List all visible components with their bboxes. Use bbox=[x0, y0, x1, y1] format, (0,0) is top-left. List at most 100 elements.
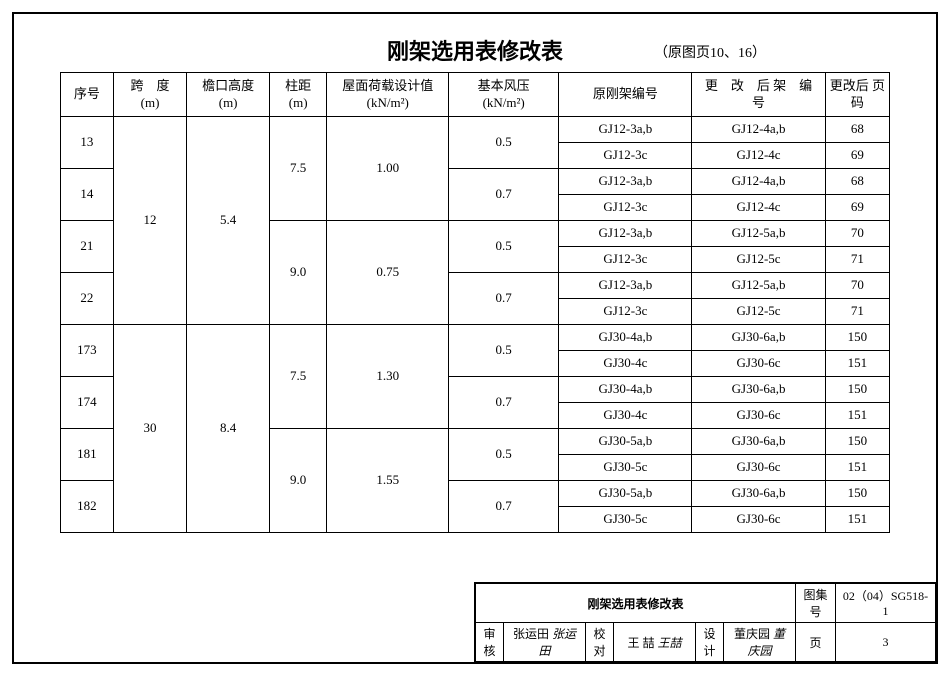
cell-orig: GJ30-5c bbox=[559, 507, 692, 533]
cell-new: GJ12-5c bbox=[692, 247, 825, 273]
col-page: 更改后 页 码 bbox=[825, 73, 889, 117]
cell-wind: 0.7 bbox=[449, 377, 559, 429]
page-value: 3 bbox=[836, 623, 936, 662]
cell-orig: GJ30-5c bbox=[559, 455, 692, 481]
check-name: 王 喆 王喆 bbox=[614, 623, 696, 662]
cell-wind: 0.5 bbox=[449, 117, 559, 169]
cell-new: GJ12-5a,b bbox=[692, 221, 825, 247]
cell-span: 30 bbox=[113, 325, 186, 533]
cell-wind: 0.7 bbox=[449, 273, 559, 325]
cell-seq: 174 bbox=[61, 377, 114, 429]
cell-page: 151 bbox=[825, 351, 889, 377]
cell-new: GJ30-6a,b bbox=[692, 377, 825, 403]
title-block: 刚架选用表修改表 图集号 02（04）SG518-1 审核 张运田 张运田 校对… bbox=[474, 582, 936, 662]
cell-page: 69 bbox=[825, 143, 889, 169]
cell-load: 1.00 bbox=[327, 117, 449, 221]
cell-wind: 0.5 bbox=[449, 221, 559, 273]
cell-eave: 5.4 bbox=[187, 117, 270, 325]
cell-eave: 8.4 bbox=[187, 325, 270, 533]
cell-page: 70 bbox=[825, 273, 889, 299]
design-label: 设计 bbox=[696, 623, 724, 662]
cell-page: 69 bbox=[825, 195, 889, 221]
col-span: 跨 度(m) bbox=[113, 73, 186, 117]
cell-page: 70 bbox=[825, 221, 889, 247]
revision-table: 序号 跨 度(m) 檐口高度(m) 柱距(m) 屋面荷载设计值(kN/m²) 基… bbox=[60, 72, 890, 533]
cell-page: 150 bbox=[825, 481, 889, 507]
cell-orig: GJ30-4a,b bbox=[559, 325, 692, 351]
col-wind: 基本风压(kN/m²) bbox=[449, 73, 559, 117]
cell-wind: 0.7 bbox=[449, 169, 559, 221]
cell-page: 150 bbox=[825, 325, 889, 351]
cell-seq: 22 bbox=[61, 273, 114, 325]
check-label: 校对 bbox=[586, 623, 614, 662]
cell-orig: GJ30-4c bbox=[559, 351, 692, 377]
cell-new: GJ12-5c bbox=[692, 299, 825, 325]
col-coldist: 柱距(m) bbox=[269, 73, 326, 117]
review-label: 审核 bbox=[476, 623, 504, 662]
cell-orig: GJ12-3a,b bbox=[559, 273, 692, 299]
cell-orig: GJ12-3a,b bbox=[559, 117, 692, 143]
cell-wind: 0.5 bbox=[449, 325, 559, 377]
cell-coldist: 9.0 bbox=[269, 221, 326, 325]
page-subtitle: （原图页10、16） bbox=[654, 42, 766, 62]
cell-new: GJ12-4c bbox=[692, 195, 825, 221]
cell-span: 12 bbox=[113, 117, 186, 325]
cell-load: 0.75 bbox=[327, 221, 449, 325]
table-header-row: 序号 跨 度(m) 檐口高度(m) 柱距(m) 屋面荷载设计值(kN/m²) 基… bbox=[61, 73, 890, 117]
cell-orig: GJ12-3a,b bbox=[559, 169, 692, 195]
cell-seq: 173 bbox=[61, 325, 114, 377]
page-title: 刚架选用表修改表 bbox=[387, 34, 563, 66]
cell-page: 68 bbox=[825, 117, 889, 143]
design-name: 董庆园 董庆园 bbox=[724, 623, 796, 662]
col-seq: 序号 bbox=[61, 73, 114, 117]
cell-new: GJ30-6a,b bbox=[692, 429, 825, 455]
title-row: 刚架选用表修改表 （原图页10、16） bbox=[44, 34, 906, 66]
cell-new: GJ30-6c bbox=[692, 351, 825, 377]
cell-load: 1.30 bbox=[327, 325, 449, 429]
cell-orig: GJ12-3c bbox=[559, 143, 692, 169]
cell-page: 150 bbox=[825, 429, 889, 455]
cell-page: 151 bbox=[825, 403, 889, 429]
cell-coldist: 7.5 bbox=[269, 117, 326, 221]
cell-orig: GJ30-4a,b bbox=[559, 377, 692, 403]
footer-title: 刚架选用表修改表 bbox=[476, 584, 796, 623]
cell-new: GJ30-6c bbox=[692, 403, 825, 429]
drawing-frame: 刚架选用表修改表 （原图页10、16） 序号 跨 度(m) 檐口高度(m) 柱距… bbox=[12, 12, 938, 664]
cell-page: 68 bbox=[825, 169, 889, 195]
cell-orig: GJ12-3c bbox=[559, 195, 692, 221]
cell-orig: GJ30-4c bbox=[559, 403, 692, 429]
table-row: 173 30 8.4 7.5 1.30 0.5 GJ30-4a,b GJ30-6… bbox=[61, 325, 890, 351]
cell-new: GJ12-4a,b bbox=[692, 117, 825, 143]
page-label: 页 bbox=[796, 623, 836, 662]
cell-page: 150 bbox=[825, 377, 889, 403]
cell-load: 1.55 bbox=[327, 429, 449, 533]
cell-new: GJ30-6c bbox=[692, 507, 825, 533]
cell-new: GJ30-6c bbox=[692, 455, 825, 481]
cell-orig: GJ12-3a,b bbox=[559, 221, 692, 247]
col-eave: 檐口高度(m) bbox=[187, 73, 270, 117]
cell-seq: 181 bbox=[61, 429, 114, 481]
cell-coldist: 9.0 bbox=[269, 429, 326, 533]
cell-wind: 0.7 bbox=[449, 481, 559, 533]
drawingset-value: 02（04）SG518-1 bbox=[836, 584, 936, 623]
cell-new: GJ12-4a,b bbox=[692, 169, 825, 195]
cell-coldist: 7.5 bbox=[269, 325, 326, 429]
cell-orig: GJ30-5a,b bbox=[559, 481, 692, 507]
drawingset-label: 图集号 bbox=[796, 584, 836, 623]
cell-new: GJ12-5a,b bbox=[692, 273, 825, 299]
cell-page: 151 bbox=[825, 455, 889, 481]
cell-seq: 182 bbox=[61, 481, 114, 533]
col-orig: 原刚架编号 bbox=[559, 73, 692, 117]
cell-seq: 21 bbox=[61, 221, 114, 273]
cell-new: GJ30-6a,b bbox=[692, 481, 825, 507]
cell-orig: GJ12-3c bbox=[559, 247, 692, 273]
col-load: 屋面荷载设计值(kN/m²) bbox=[327, 73, 449, 117]
review-name: 张运田 张运田 bbox=[504, 623, 586, 662]
cell-wind: 0.5 bbox=[449, 429, 559, 481]
cell-seq: 14 bbox=[61, 169, 114, 221]
cell-orig: GJ12-3c bbox=[559, 299, 692, 325]
cell-page: 151 bbox=[825, 507, 889, 533]
cell-new: GJ12-4c bbox=[692, 143, 825, 169]
col-new: 更 改 后 架 编 号 bbox=[692, 73, 825, 117]
cell-orig: GJ30-5a,b bbox=[559, 429, 692, 455]
